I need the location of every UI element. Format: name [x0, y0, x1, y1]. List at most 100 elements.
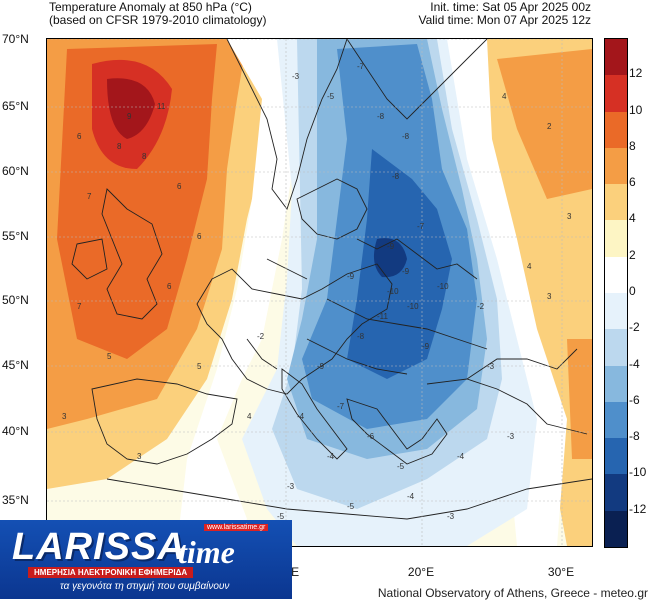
colorbar-segment — [605, 75, 627, 113]
contour-value-label: 3 — [547, 292, 552, 301]
warm-east-6 — [497, 49, 592, 199]
lon-label-20e: 20°E — [407, 565, 435, 579]
contour-value-label: -2 — [257, 332, 265, 341]
logo-brand: LARISSA — [12, 526, 186, 568]
colorbar-segment — [605, 329, 627, 367]
colorbar — [604, 38, 628, 548]
colorbar-tick-label: -6 — [629, 392, 640, 407]
contour-value-label: -9 — [387, 242, 395, 251]
contour-value-label: -9 — [402, 267, 410, 276]
lat-label-70: 70°N — [2, 32, 29, 46]
lat-label-35: 35°N — [2, 493, 29, 507]
contour-value-label: -7 — [417, 222, 425, 231]
contour-value-label: -8 — [402, 132, 410, 141]
init-time: Init. time: Sat 05 Apr 2025 00z — [430, 0, 591, 14]
cold-anomaly-12 — [373, 238, 407, 278]
contour-value-label: -4 — [327, 452, 335, 461]
colorbar-tick-label: -12 — [629, 501, 647, 516]
lat-label-60: 60°N — [2, 164, 29, 178]
colorbar-segment — [605, 365, 627, 403]
contour-value-label: -5 — [327, 92, 335, 101]
lat-label-55: 55°N — [2, 229, 29, 243]
colorbar-tick-label: 0 — [629, 284, 636, 298]
colorbar-segment — [605, 111, 627, 149]
contour-value-label: 9 — [127, 112, 132, 121]
contour-value-label: -2 — [477, 302, 485, 311]
contour-value-label: 2 — [547, 122, 552, 131]
contour-value-label: -9 — [347, 272, 355, 281]
warm-east-4b — [517, 259, 592, 339]
contour-value-label: -4 — [297, 412, 305, 421]
contour-value-label: -5 — [277, 512, 285, 521]
contour-value-label: -9 — [422, 342, 430, 351]
warm-east-6b — [567, 339, 592, 459]
logo-slogan: τα γεγονότα τη στιγμή που συμβαίνουν — [60, 581, 230, 592]
lat-label-40: 40°N — [2, 424, 29, 438]
contour-value-label: 5 — [107, 352, 112, 361]
contour-value-label: 5 — [197, 362, 202, 371]
colorbar-segment — [605, 293, 627, 330]
contour-value-label: -5 — [397, 462, 405, 471]
colorbar-segment — [605, 256, 627, 294]
contour-value-label: 11 — [157, 102, 166, 111]
colorbar-segment — [605, 474, 627, 512]
logo-subtitle: ΗΜΕΡΗΣΙΑ ΗΛΕΚΤΡΟΝΙΚΗ ΕΦΗΜΕΡΙΔΑ — [28, 567, 194, 578]
contour-value-label: -10 — [437, 282, 449, 291]
colorbar-tick-label: 6 — [629, 175, 636, 190]
contour-value-label: 4 — [502, 92, 507, 101]
contour-value-label: -10 — [387, 287, 399, 296]
contour-value-label: -4 — [457, 452, 465, 461]
contour-value-label: -9 — [317, 362, 325, 371]
logo-url: www.larissatime.gr — [204, 524, 269, 531]
colorbar-tick-label: 12 — [629, 66, 643, 81]
contour-value-label: 6 — [197, 232, 202, 241]
contour-value-label: 6 — [77, 132, 82, 141]
contour-value-label: -3 — [447, 512, 455, 521]
contour-value-label: -8 — [357, 332, 365, 341]
colorbar-segment — [605, 39, 627, 76]
colorbar-tick-label: -4 — [629, 356, 640, 371]
anomaly-map: 8 8 9 11 6 7 6 7 5 6 -3 -5 -7 -8 -8 -8 -7 -9 -9 -10 -11 -10 -9… — [46, 38, 593, 547]
larissatime-logo[interactable]: www.larissatime.gr LARISSA time ΗΜΕΡΗΣΙΑ… — [0, 520, 292, 599]
valid-time: Valid time: Mon 07 Apr 2025 12z — [418, 13, 591, 27]
colorbar-tick-label: 8 — [629, 138, 636, 153]
contour-value-label: -3 — [487, 362, 495, 371]
contour-value-label: -8 — [377, 112, 385, 121]
colorbar-segment — [605, 510, 627, 548]
coastline-paths — [71, 39, 592, 520]
contour-value-label: -6 — [367, 432, 375, 441]
contour-labels: 8 8 9 11 6 7 6 7 5 6 -3 -5 -7 -8 -8 -8 -7 -9 -9 -10 -11 -10 -9… — [62, 62, 572, 521]
contour-value-label: 7 — [87, 192, 92, 201]
colorbar-tick-label: -10 — [629, 465, 647, 480]
neutral-band — [177, 39, 307, 546]
colorbar-tick-label: -8 — [629, 429, 640, 444]
lon-label-30e: 30°E — [547, 565, 575, 579]
contour-value-label: 8 — [117, 142, 122, 151]
contour-value-label: 8 — [142, 152, 147, 161]
contour-value-label: -7 — [337, 402, 345, 411]
colorbar-tick-label: 2 — [629, 247, 636, 262]
contour-value-label: -7 — [357, 62, 365, 71]
contour-value-label: 6 — [167, 282, 172, 291]
warm-anomaly-12 — [107, 78, 155, 139]
contour-value-label: 4 — [247, 412, 252, 421]
contour-value-label: 6 — [177, 182, 182, 191]
map-subtitle: (based on CFSR 1979-2010 climatology) — [49, 13, 267, 27]
contour-value-label: 3 — [62, 412, 67, 421]
credit-text: National Observatory of Athens, Greece -… — [377, 586, 648, 600]
colorbar-segment — [605, 147, 627, 185]
lat-label-65: 65°N — [2, 99, 29, 113]
contour-value-label: -3 — [292, 72, 300, 81]
contour-value-label: 3 — [137, 452, 142, 461]
contour-value-label: -3 — [287, 482, 295, 491]
colorbar-tick-label: 10 — [629, 102, 643, 117]
contour-value-label: -11 — [377, 312, 389, 321]
coastlines — [47, 39, 592, 546]
contour-value-label: 4 — [527, 262, 532, 271]
map-title: Temperature Anomaly at 850 hPa (°C) — [49, 0, 252, 14]
colorbar-segment — [605, 401, 627, 439]
colorbar-tick-label: 4 — [629, 211, 636, 226]
colorbar-tick-label: -2 — [629, 320, 640, 335]
contour-value-label: 7 — [77, 302, 82, 311]
lat-label-45: 45°N — [2, 358, 29, 372]
